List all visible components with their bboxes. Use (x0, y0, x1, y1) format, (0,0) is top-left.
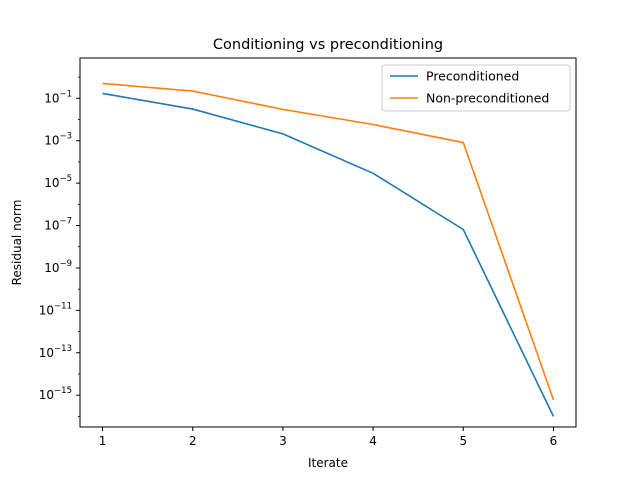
x-axis-ticks: 1 2 3 4 5 6 (99, 427, 558, 448)
y-tick-label: 10−7 (44, 217, 72, 233)
legend-label-preconditioned: Preconditioned (426, 69, 519, 84)
x-tick-label: 2 (189, 434, 197, 448)
x-axis-label: Iterate (308, 456, 348, 470)
y-tick-label: 10−11 (39, 301, 72, 317)
x-tick-label: 3 (279, 434, 287, 448)
y-axis-label: Residual norm (10, 200, 24, 286)
x-tick-label: 1 (99, 434, 107, 448)
y-tick-label: 10−3 (44, 132, 72, 148)
x-tick-label: 4 (369, 434, 377, 448)
series-line-non-preconditioned (102, 82, 555, 401)
y-tick-label: 10−13 (39, 344, 72, 360)
legend-label-non-preconditioned: Non-preconditioned (426, 91, 549, 106)
x-tick-label: 6 (550, 434, 558, 448)
plot-frame (79, 57, 577, 428)
legend: Preconditioned Non-preconditioned (381, 64, 571, 112)
x-tick-label: 5 (459, 434, 467, 448)
y-tick-label: 10−1 (44, 89, 72, 105)
y-axis-ticks: 10−15 10−13 10−11 10−9 10−7 10−5 10−3 10−1 (39, 76, 80, 417)
chart-title: Conditioning vs preconditioning (213, 37, 443, 53)
y-tick-label: 10−15 (39, 386, 72, 402)
series-line-preconditioned (102, 92, 555, 417)
plot-lines (102, 82, 555, 417)
y-tick-label: 10−5 (44, 174, 72, 190)
y-tick-label: 10−9 (44, 259, 72, 275)
legend-box (381, 64, 571, 112)
